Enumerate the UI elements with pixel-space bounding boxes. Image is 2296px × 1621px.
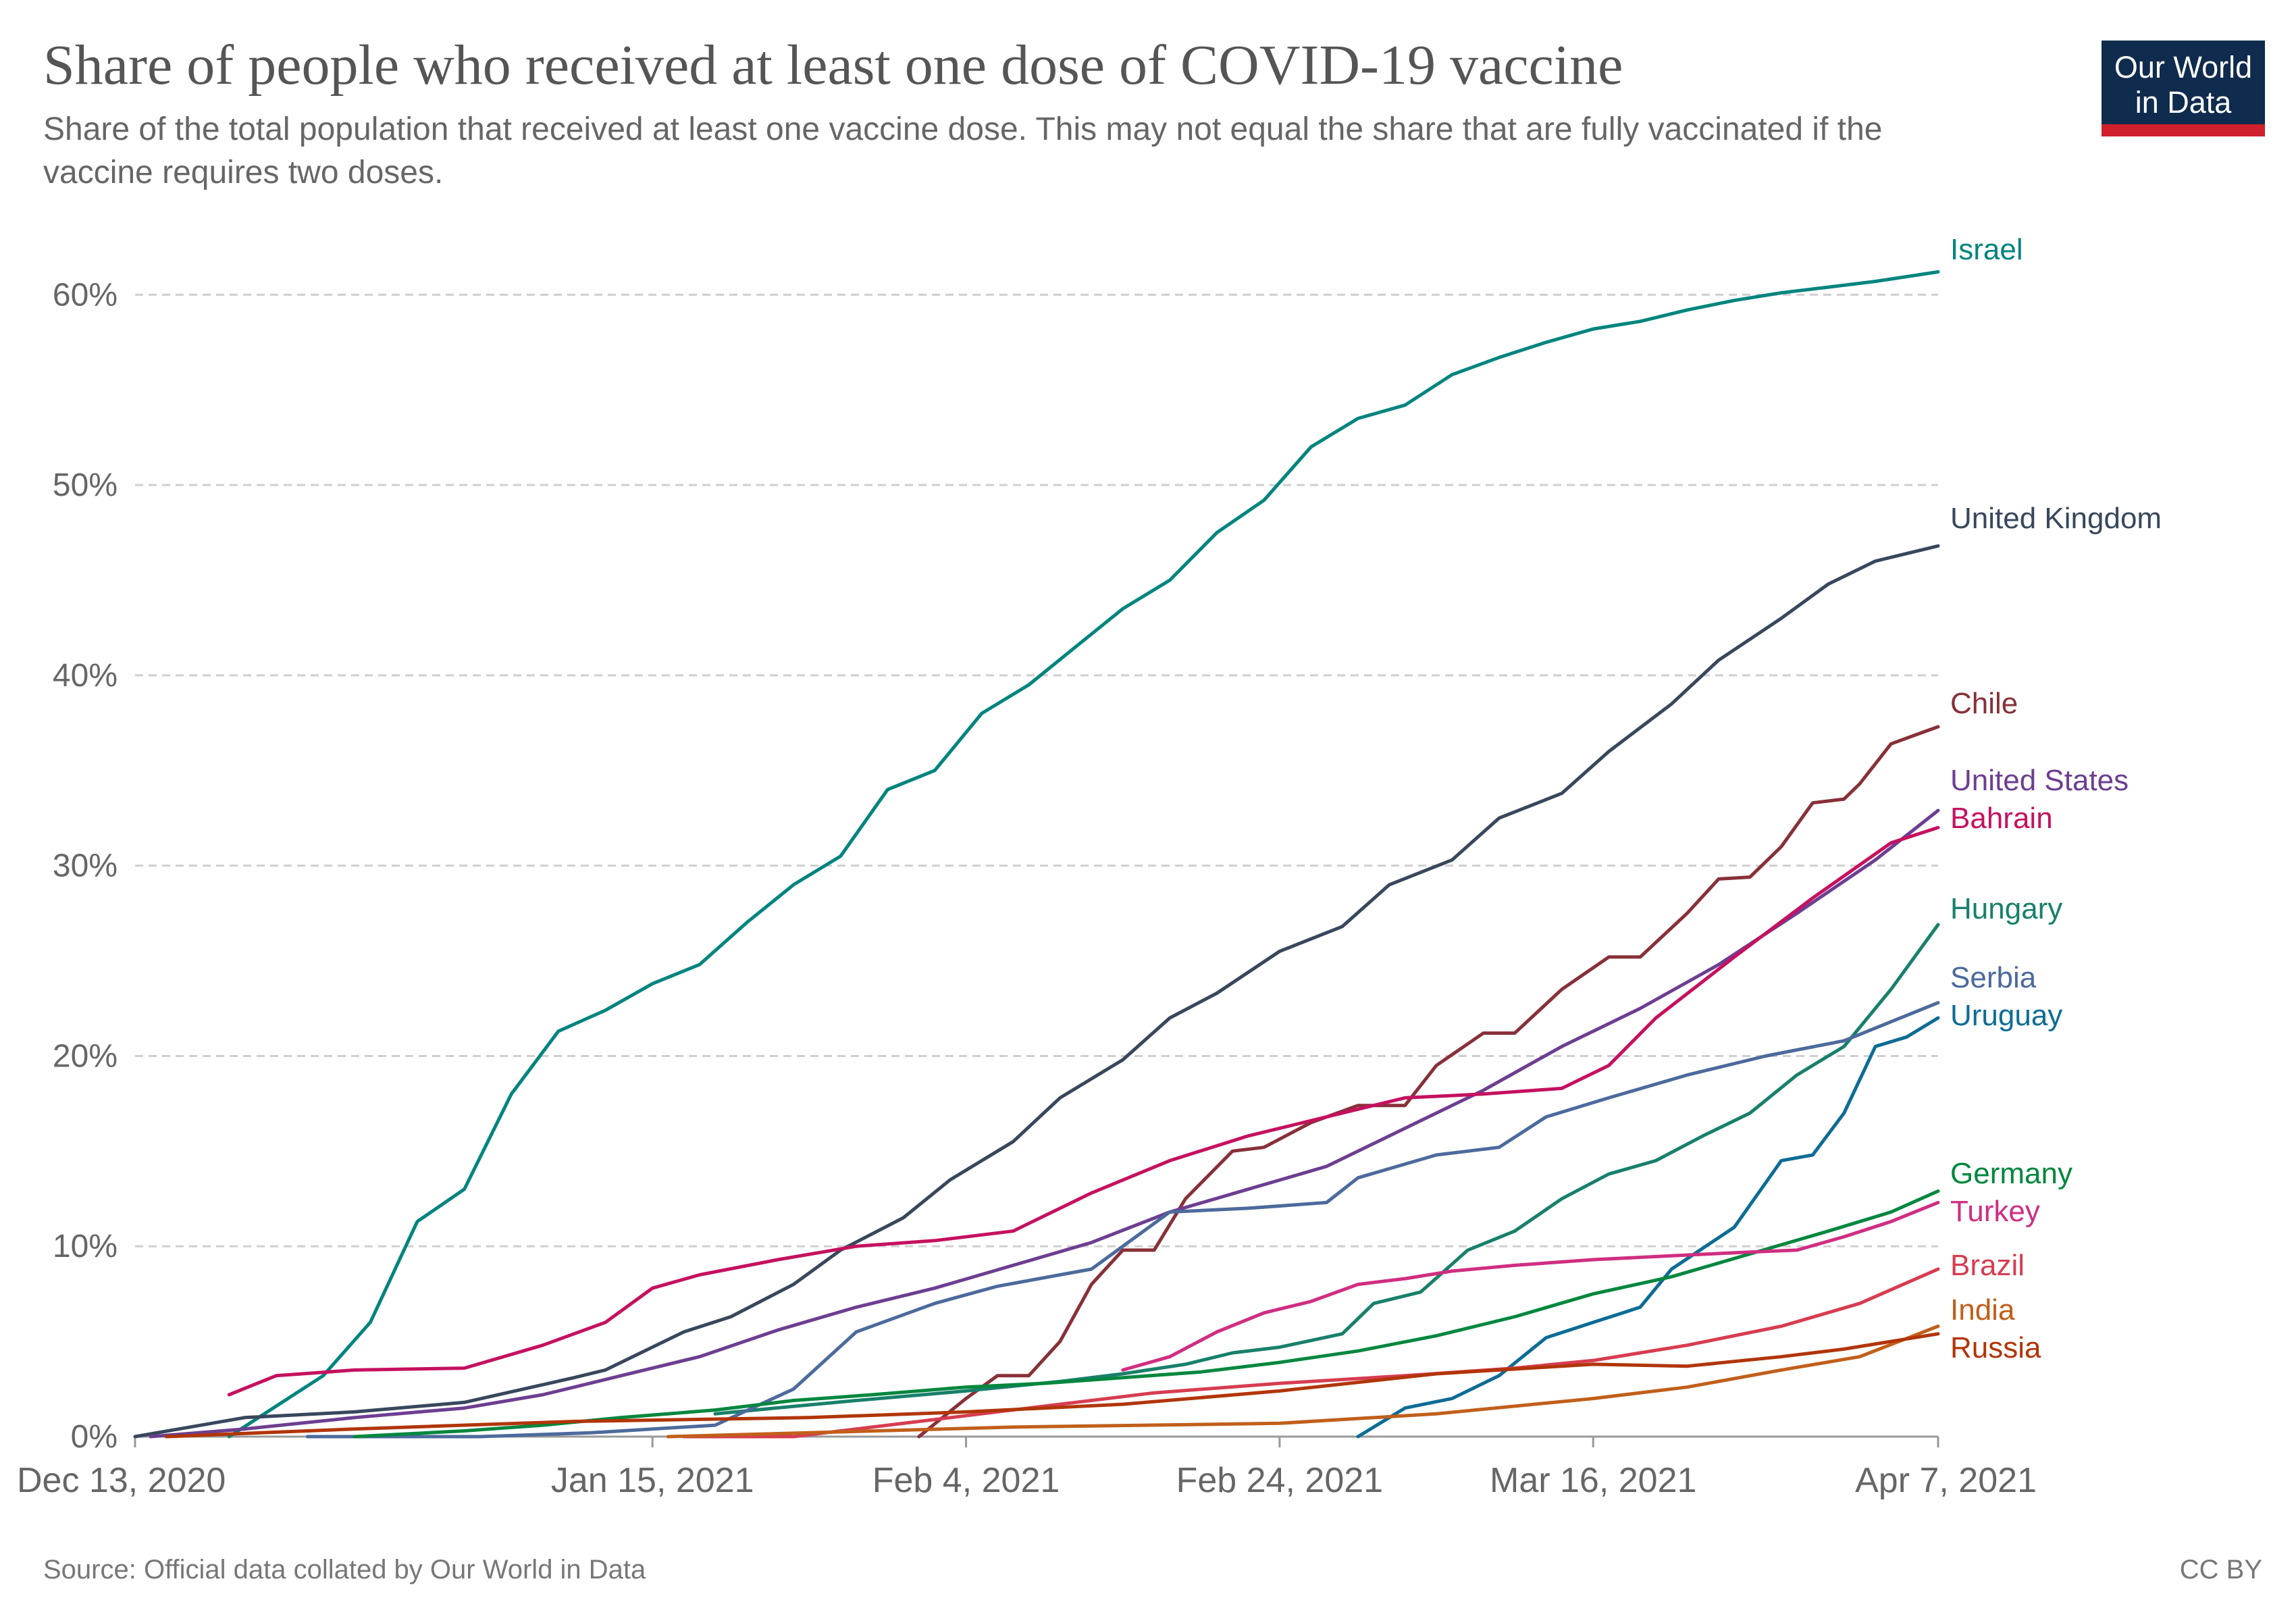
license-link[interactable]: CC BY — [2179, 1555, 2262, 1585]
x-tick-label: Dec 13, 2020 — [17, 1461, 226, 1500]
chart-subtitle: Share of the total population that recei… — [43, 111, 1883, 190]
y-tick-label: 60% — [53, 277, 118, 313]
x-tick-label: Feb 24, 2021 — [1176, 1461, 1383, 1500]
series-label-hungary: Hungary — [1950, 892, 2062, 925]
series-lines — [133, 270, 1940, 1439]
series-label-united-kingdom: United Kingdom — [1950, 502, 2162, 535]
series-label-bahrain: Bahrain — [1950, 802, 2053, 835]
grid-lines — [135, 293, 1938, 1247]
series-label-turkey: Turkey — [1950, 1195, 2040, 1228]
series-label-united-states: United States — [1950, 764, 2129, 797]
x-tick-label: Feb 4, 2021 — [872, 1461, 1060, 1500]
chart-title: Share of people who received at least on… — [43, 34, 1623, 97]
x-tick-label: Jan 15, 2021 — [551, 1461, 754, 1500]
axes: 0% 10% 20% 30% 40% 50% 60% Dec 13, 2020 Jan 15, … — [17, 277, 2037, 1500]
series-label-india: India — [1950, 1293, 2015, 1327]
y-tick-label: 50% — [53, 467, 118, 503]
series-label-israel: Israel — [1950, 233, 2023, 266]
series-line-germany — [353, 1189, 1940, 1439]
series-line-serbia — [305, 1001, 1940, 1439]
series-line-brazil — [682, 1267, 1940, 1439]
series-label-chile: Chile — [1950, 687, 2018, 720]
series-line-united-kingdom — [133, 544, 1940, 1439]
series-line-chile — [917, 725, 1940, 1439]
series-label-brazil: Brazil — [1950, 1249, 2025, 1282]
owid-logo[interactable]: Our World in Data — [2102, 41, 2265, 136]
series-line-hungary — [713, 923, 1940, 1416]
series-line-russia — [164, 1332, 1940, 1439]
series-label-russia: Russia — [1950, 1331, 2041, 1364]
series-line-turkey — [1121, 1200, 1940, 1372]
series-line-uruguay — [1356, 1016, 1940, 1439]
series-line-israel — [227, 270, 1940, 1439]
series-label-germany: Germany — [1950, 1157, 2072, 1190]
y-tick-label: 40% — [53, 658, 118, 694]
y-tick-label: 0% — [71, 1419, 118, 1455]
x-tick-label: Mar 16, 2021 — [1490, 1461, 1696, 1500]
series-line-united-states — [149, 808, 1940, 1439]
series-label-uruguay: Uruguay — [1950, 999, 2062, 1032]
y-tick-label: 30% — [53, 848, 118, 884]
source-note[interactable]: Source: Official data collated by Our Wo… — [43, 1555, 646, 1585]
y-tick-label: 10% — [53, 1229, 118, 1264]
logo-line-1: Our World — [2114, 50, 2253, 84]
logo-line-2: in Data — [2135, 85, 2232, 120]
y-tick-label: 20% — [53, 1038, 118, 1074]
x-tick-label: Apr 7, 2021 — [1855, 1461, 2037, 1500]
series-line-bahrain — [227, 825, 1940, 1397]
series-label-serbia: Serbia — [1950, 961, 2037, 994]
series-labels: Israel United Kingdom Chile United States Ba… — [1950, 233, 2162, 1364]
series-line-india — [666, 1324, 1940, 1439]
